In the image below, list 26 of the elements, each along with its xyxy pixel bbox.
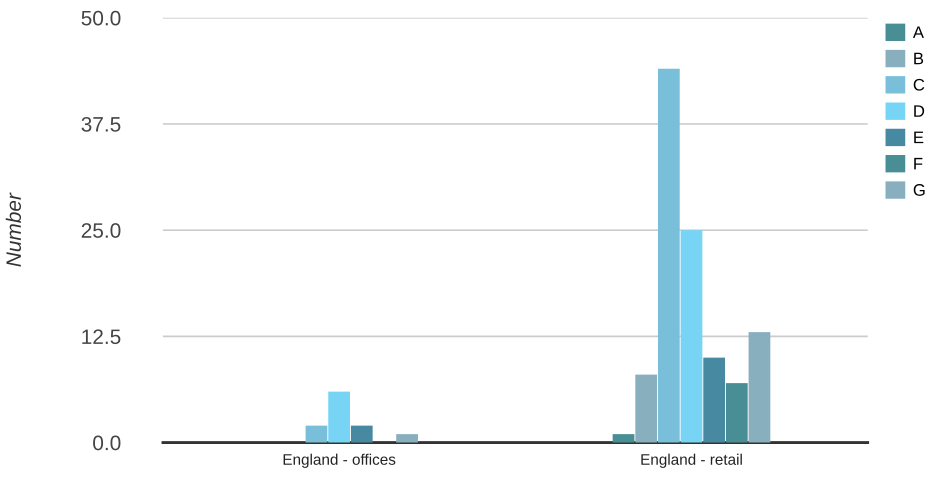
bar: [635, 374, 658, 443]
bar: [396, 434, 418, 443]
bar: [748, 332, 770, 443]
y-tick-label: 25.0: [82, 223, 120, 238]
legend-label: F: [914, 158, 922, 170]
bar: [612, 434, 634, 443]
bar: [703, 358, 726, 443]
legend-label: C: [914, 78, 924, 91]
legend-label: D: [914, 105, 924, 117]
bar: [726, 383, 748, 443]
x-tick-label: England - retail: [641, 454, 742, 468]
bar: [306, 426, 328, 443]
x-tick-label: England - offices: [284, 454, 396, 468]
legend-label: B: [914, 52, 924, 64]
y-axis-title: Number: [6, 192, 22, 267]
bar: [350, 426, 373, 443]
bar: [680, 230, 702, 443]
legend-label: G: [914, 184, 925, 196]
y-tick-label: 12.5: [82, 329, 120, 344]
legend-label: A: [912, 26, 924, 38]
bar: [328, 392, 350, 443]
y-tick-label: 37.5: [82, 116, 120, 132]
y-tick-label: 0.0: [93, 436, 120, 450]
legend-label: E: [914, 132, 924, 144]
y-tick-label: 50.0: [82, 10, 120, 26]
bar: [658, 68, 680, 443]
